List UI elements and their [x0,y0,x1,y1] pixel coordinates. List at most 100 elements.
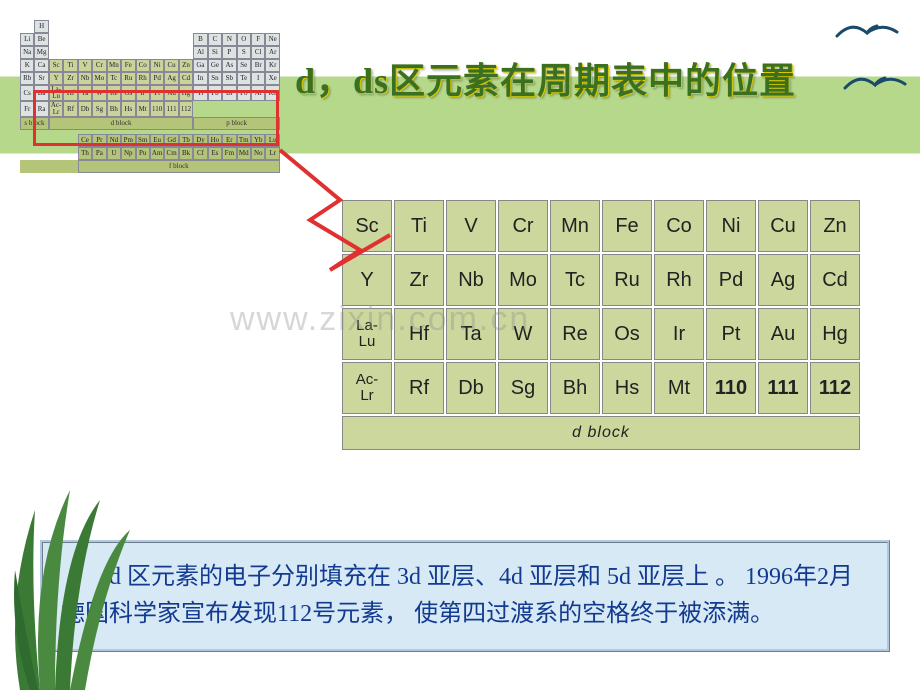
footer-text-box: d 区元素的电子分别填充在 3d 亚层、4d 亚层和 5d 亚层上 。 1996… [40,540,890,652]
d-block-cell: Rf [394,362,444,414]
mini-cell [107,33,121,46]
mini-cell: Zn [179,59,193,72]
mini-cell: Si [208,46,222,59]
mini-cell: Br [251,59,265,72]
d-block-cell: Nb [446,254,496,306]
mini-cell: I [251,72,265,85]
d-block-cell: Os [602,308,652,360]
mini-cell: Np [121,147,135,160]
mini-cell: Fe [121,59,135,72]
d-block-cell: Bh [550,362,600,414]
d-block-cell: Cr [498,200,548,252]
mini-cell: Ru [121,72,135,85]
d-block-cell: Tc [550,254,600,306]
mini-cell: Ni [150,59,164,72]
mini-cell: Ca [34,59,48,72]
d-block-cell: Fe [602,200,652,252]
mini-cell: Mg [34,46,48,59]
d-block-cell: Mo [498,254,548,306]
mini-cell: N [222,33,236,46]
highlight-box [33,90,279,146]
mini-cell: S [237,46,251,59]
mini-cell: Kr [265,59,280,72]
d-block-cell: Pd [706,254,756,306]
mini-cell: Na [20,46,34,59]
mini-cell [136,46,150,59]
mini-cell: Sr [34,72,48,85]
mini-cell: Rh [136,72,150,85]
mini-cell: Cm [164,147,178,160]
mini-cell: Sn [208,72,222,85]
mini-cell: In [193,72,207,85]
d-block-cell: Zn [810,200,860,252]
d-block-cell: Ir [654,308,704,360]
mini-cell: P [222,46,236,59]
mini-cell: Cr [92,59,106,72]
d-block-cell: Ac-Lr [342,362,392,414]
mini-cell: U [107,147,121,160]
mini-cell: C [208,33,222,46]
mini-cell: V [78,59,92,72]
d-block-cell: Ag [758,254,808,306]
mini-cell: Am [150,147,164,160]
d-block-cell: 111 [758,362,808,414]
d-block-cell: Au [758,308,808,360]
mini-cell: Mo [92,72,106,85]
mini-cell [150,33,164,46]
mini-cell: Ga [193,59,207,72]
d-block-cell: Cu [758,200,808,252]
d-block-cell: Hf [394,308,444,360]
d-block-cell: Co [654,200,704,252]
mini-cell: Ne [265,33,280,46]
mini-cell [63,33,77,46]
mini-cell: Mn [107,59,121,72]
bird-decoration [840,70,910,100]
mini-cell [107,46,121,59]
mini-cell: Ar [265,46,280,59]
mini-cell: Cd [179,72,193,85]
mini-cell: Tc [107,72,121,85]
d-block-cell: Mt [654,362,704,414]
mini-cell [136,33,150,46]
mini-cell [49,33,63,46]
mini-cell [78,33,92,46]
mini-cell: Al [193,46,207,59]
mini-cell: Sc [49,59,63,72]
mini-cell: Xe [265,72,280,85]
d-block-cell: 112 [810,362,860,414]
d-block-cell: Ru [602,254,652,306]
mini-cell: Zr [63,72,77,85]
mini-cell: Co [136,59,150,72]
mini-cell [121,46,135,59]
d-block-cell: Hs [602,362,652,414]
d-block-cell: La-Lu [342,308,392,360]
mini-cell: Fm [222,147,236,160]
d-block-cell: W [498,308,548,360]
mini-cell [179,33,193,46]
mini-cell: Th [78,147,92,160]
mini-cell: Bk [179,147,193,160]
mini-cell [179,46,193,59]
footer-text: d 区元素的电子分别填充在 3d 亚层、4d 亚层和 5d 亚层上 。 1996… [61,564,853,627]
mini-cell: K [20,59,34,72]
mini-cell: Te [237,72,251,85]
mini-cell: Ag [164,72,178,85]
mini-cell: No [251,147,265,160]
mini-cell: Cl [251,46,265,59]
mini-cell [92,33,106,46]
d-block-cell: Cd [810,254,860,306]
mini-cell: Es [208,147,222,160]
mini-cell: Cf [193,147,207,160]
d-block-cell: 110 [706,362,756,414]
mini-cell: O [237,33,251,46]
grass-decoration [0,450,160,690]
d-block-cell: Ni [706,200,756,252]
mini-cell: Pd [150,72,164,85]
d-block-cell: Rh [654,254,704,306]
mini-cell [121,33,135,46]
connector-line [270,140,410,290]
d-block-cell: Hg [810,308,860,360]
d-block-cell: Sg [498,362,548,414]
mini-cell [150,46,164,59]
mini-cell: Ge [208,59,222,72]
